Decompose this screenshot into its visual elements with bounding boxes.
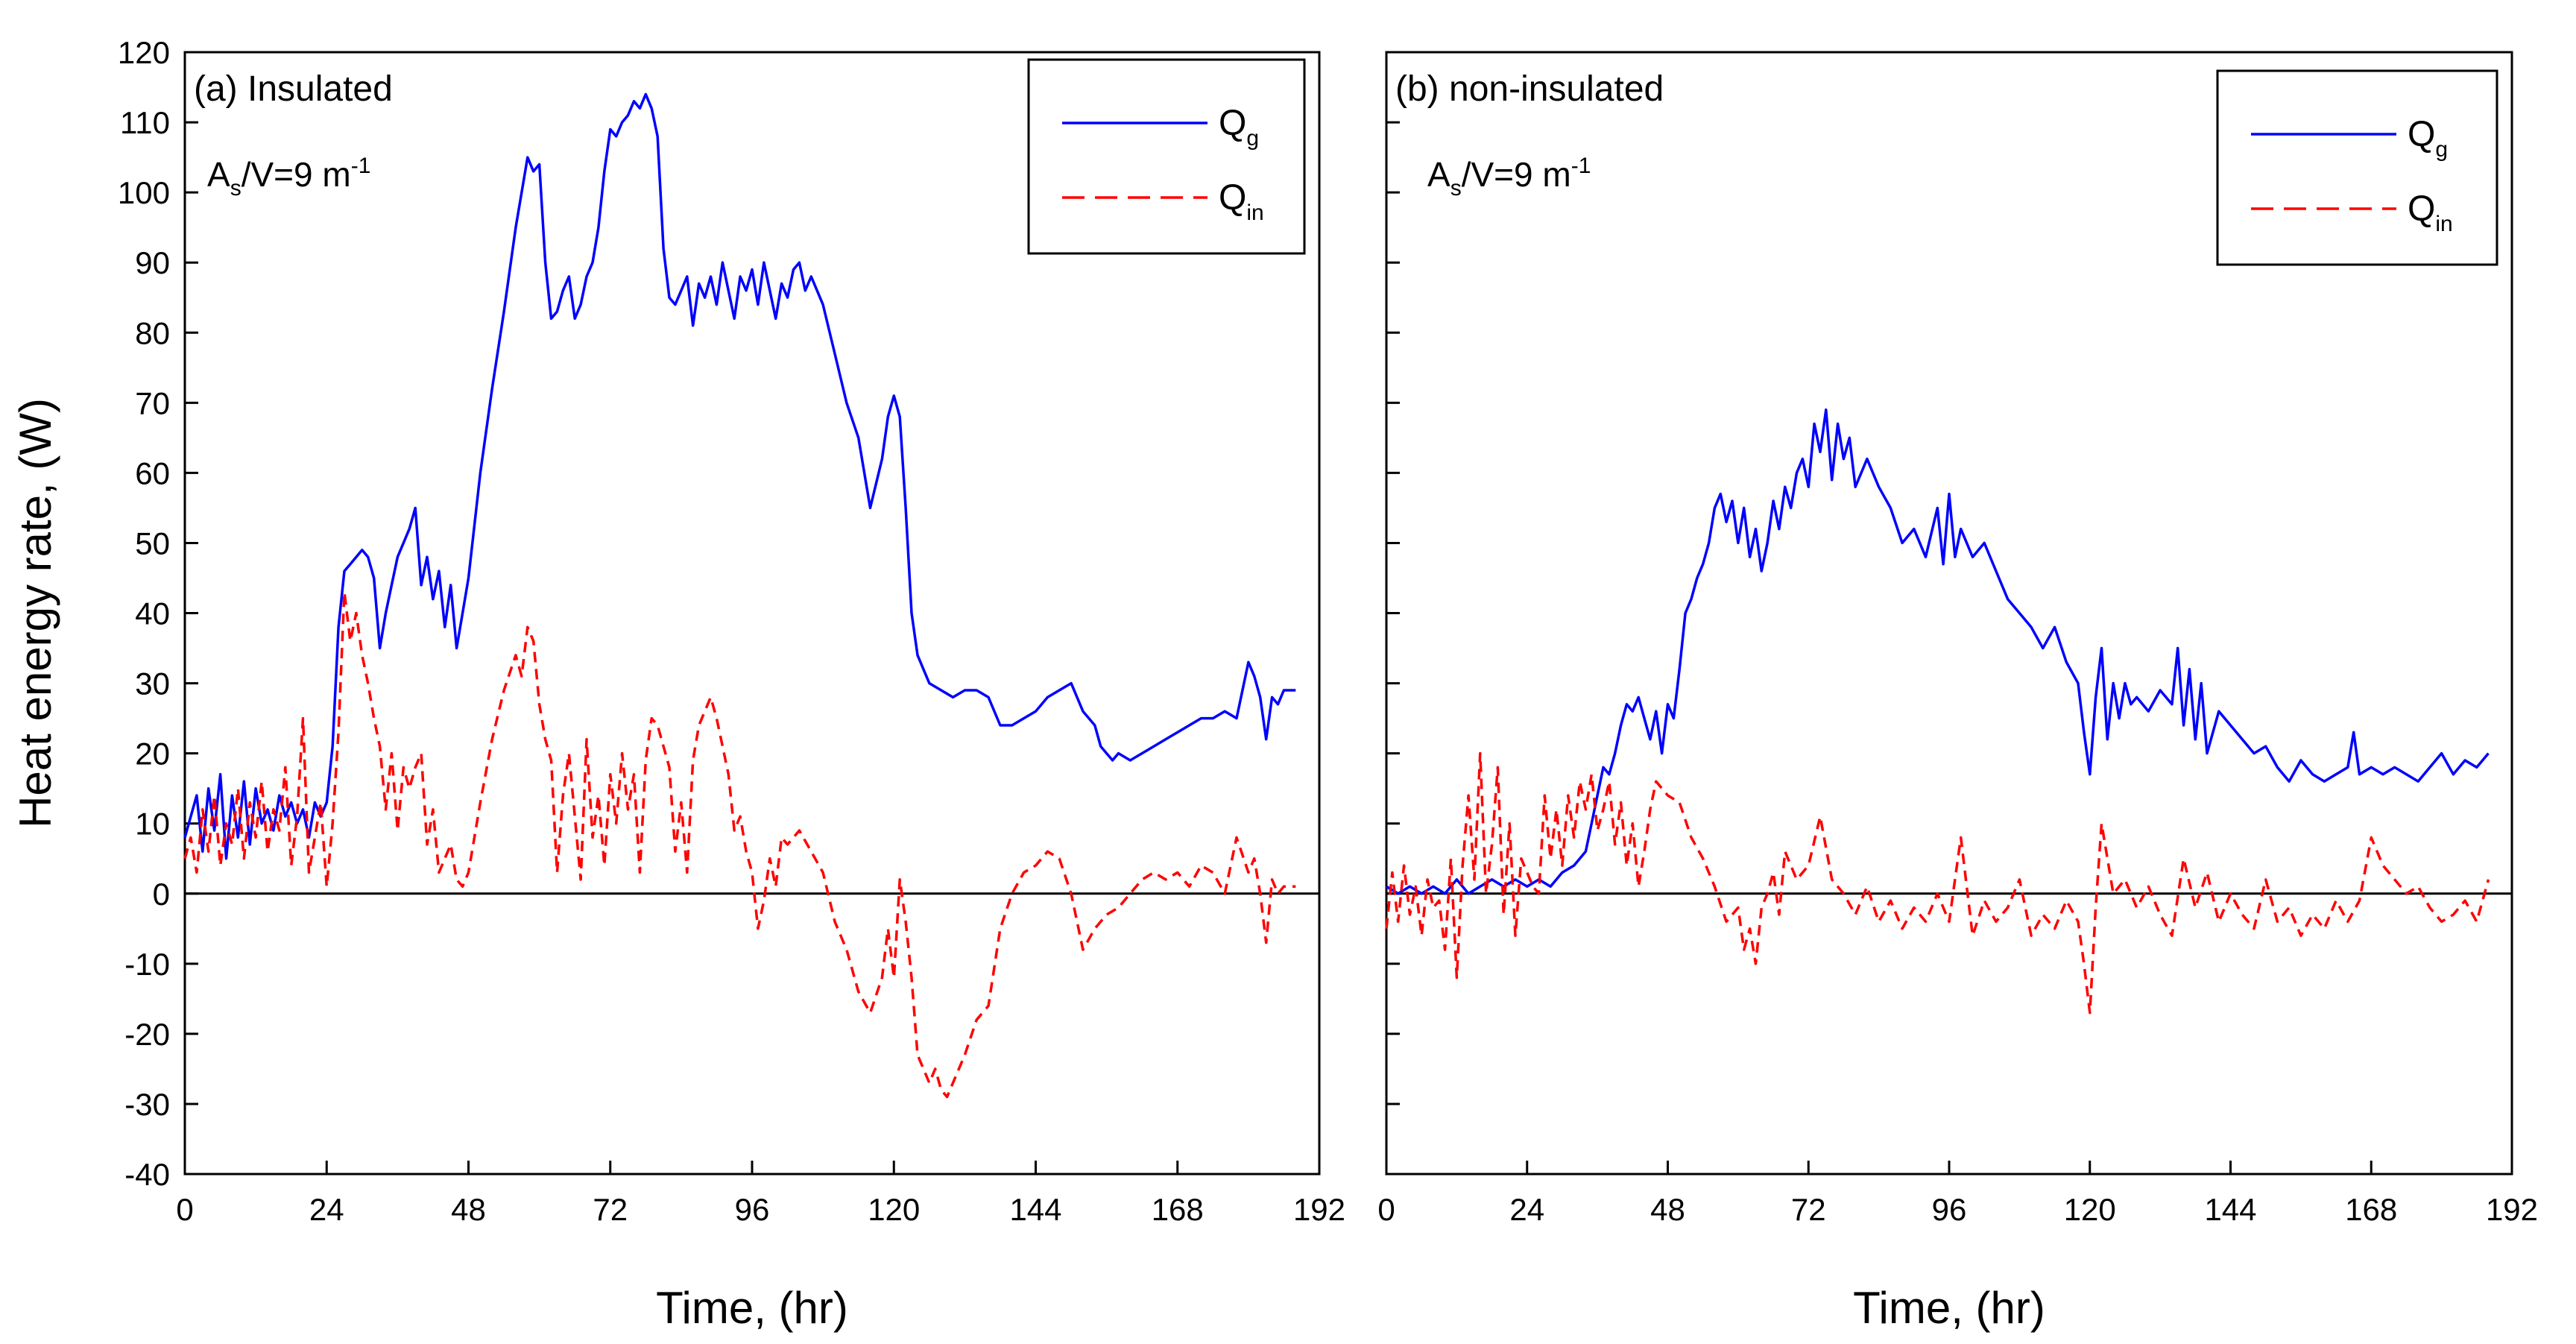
legend-box [2216,69,2498,266]
x-tick-label: 48 [451,1192,486,1227]
y-tick-label: 120 [118,35,170,70]
x-tick-label: 144 [2204,1192,2256,1227]
x-tick-label: 72 [1791,1192,1826,1227]
series-line-qg [1386,408,2490,895]
x-tick-label: 168 [1152,1192,1204,1227]
y-tick-label: 0 [153,877,170,912]
legend-box [1027,58,1306,255]
x-tick-label: 24 [1509,1192,1544,1227]
y-tick-label: -40 [124,1157,170,1192]
y-tick-label: 10 [135,807,170,842]
y-tick-label: 20 [135,736,170,772]
y-tick-label: 30 [135,666,170,701]
y-tick-label: -20 [124,1017,170,1052]
x-tick-label: 0 [1377,1192,1395,1227]
y-tick-label: 50 [135,526,170,561]
y-tick-label: -30 [124,1087,170,1122]
series-line-qg [183,92,1296,860]
panel-title: (b) non-insulated [1395,69,1664,109]
y-tick-label: 90 [135,245,170,280]
x-axis-title: Time, (hr) [656,1283,848,1333]
legend: Qg Qin [2216,69,2498,266]
y-tick-label: 110 [120,105,170,140]
x-tick-label: 72 [593,1192,628,1227]
x-tick-label: 24 [309,1192,344,1227]
y-tick-label: 40 [135,596,170,631]
panel-a: 0 24 48 72 96 120 144 168 192 -40 -30 -20 -10 0 10 20 30… [10,35,1345,1333]
series-line-qin [183,590,1296,1099]
legend-label-qin: Qin [2408,189,2453,236]
x-tick-label: 0 [176,1192,193,1227]
x-axis-title: Time, (hr) [1853,1283,2045,1333]
x-tick-label: 192 [2486,1192,2538,1227]
y-axis-title: Heat energy rate, (W) [10,398,60,828]
x-tick-label: 144 [1009,1192,1061,1227]
legend-label-qg: Qg [2408,115,2448,162]
x-tick-label: 120 [868,1192,920,1227]
y-tick-label: -10 [124,947,170,982]
x-tick-label: 96 [735,1192,770,1227]
x-tick-label: 120 [2064,1192,2116,1227]
panel-title: (a) Insulated [194,69,393,109]
ratio-label: As/V=9 m-1 [207,154,370,201]
panel-b: 0 24 48 72 96 120 144 168 192 Time, (hr) (b) non-i… [1377,51,2538,1333]
series-line-qin [1385,751,2490,1015]
legend-label-qin: Qin [1219,178,1264,225]
legend-label-qg: Qg [1219,104,1259,151]
x-tick-label: 192 [1293,1192,1345,1227]
y-tick-label: 80 [135,315,170,350]
y-tick-label: 60 [135,455,170,490]
ratio-label: As/V=9 m-1 [1427,154,1591,201]
x-tick-label: 96 [1932,1192,1967,1227]
legend: Qg Qin [1027,58,1306,255]
x-tick-label: 48 [1650,1192,1685,1227]
y-tick-label: 100 [118,175,170,210]
x-tick-label: 168 [2345,1192,2397,1227]
y-tick-label: 70 [135,385,170,420]
